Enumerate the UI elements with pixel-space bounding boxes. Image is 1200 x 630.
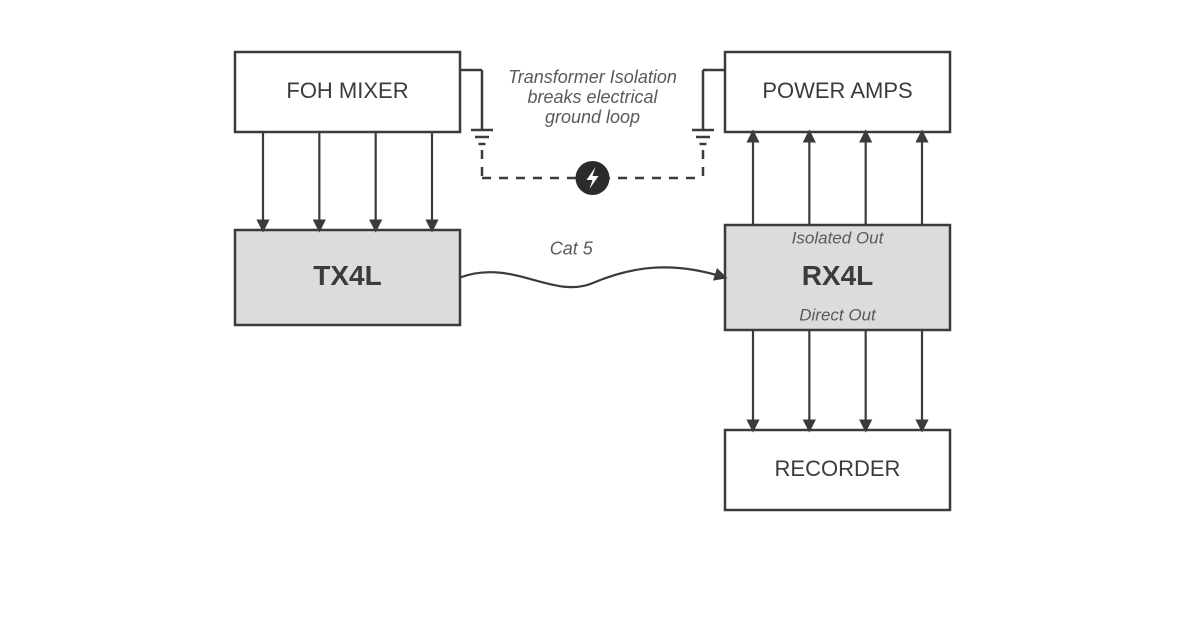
diagram-canvas: FOH MIXER POWER AMPS TX4L RX4L Isolated Out D… [0, 0, 1200, 630]
isolation-note-line-2: breaks electrical [527, 87, 658, 107]
isolation-note-line-3: ground loop [545, 107, 640, 127]
label-rec: RECORDER [775, 456, 901, 481]
label-foh: FOH MIXER [286, 78, 408, 103]
ground-isolation: Transformer Isolationbreaks electricalgr… [460, 67, 725, 195]
box-tx4l: TX4L [235, 230, 460, 325]
box-foh: FOH MIXER [235, 52, 460, 132]
isolation-note-line-1: Transformer Isolation [508, 67, 677, 87]
sublabel-rx4l-top: Isolated Out [792, 228, 885, 247]
label-rx4l: RX4L [802, 260, 874, 291]
cat5-link [460, 267, 725, 287]
label-amps: POWER AMPS [762, 78, 912, 103]
box-amps: POWER AMPS [725, 52, 950, 132]
label-tx4l: TX4L [313, 260, 381, 291]
box-rec: RECORDER [725, 430, 950, 510]
box-rx4l: RX4L Isolated Out Direct Out [725, 225, 950, 330]
cat5-label: Cat 5 [550, 238, 594, 258]
sublabel-rx4l-bottom: Direct Out [799, 305, 877, 324]
